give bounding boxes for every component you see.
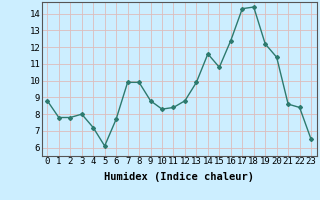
X-axis label: Humidex (Indice chaleur): Humidex (Indice chaleur) xyxy=(104,172,254,182)
